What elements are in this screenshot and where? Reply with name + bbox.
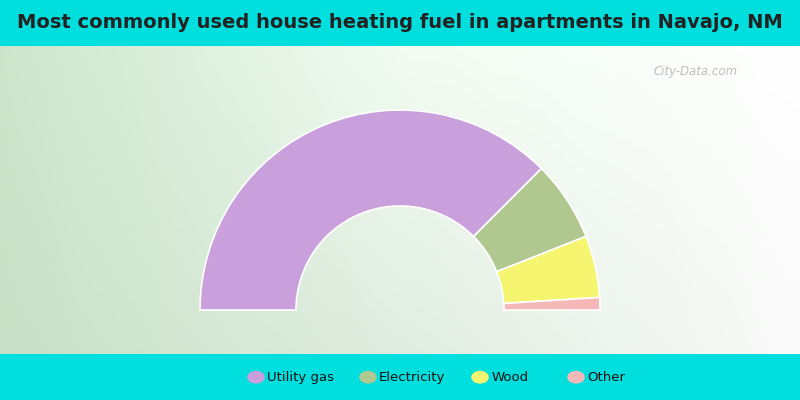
Bar (0, 354, 800, 400)
Wedge shape (200, 110, 542, 310)
Wedge shape (504, 298, 600, 310)
Text: City-Data.com: City-Data.com (654, 66, 738, 78)
Text: Electricity: Electricity (379, 371, 446, 384)
Wedge shape (497, 236, 600, 304)
Text: Utility gas: Utility gas (267, 371, 334, 384)
Ellipse shape (247, 371, 265, 384)
Wedge shape (474, 168, 586, 272)
Bar (0, 0, 800, 46)
Text: Most commonly used house heating fuel in apartments in Navajo, NM: Most commonly used house heating fuel in… (17, 14, 783, 32)
Ellipse shape (567, 371, 585, 384)
Text: Wood: Wood (491, 371, 528, 384)
Ellipse shape (359, 371, 377, 384)
Ellipse shape (471, 371, 489, 384)
Text: Other: Other (587, 371, 626, 384)
